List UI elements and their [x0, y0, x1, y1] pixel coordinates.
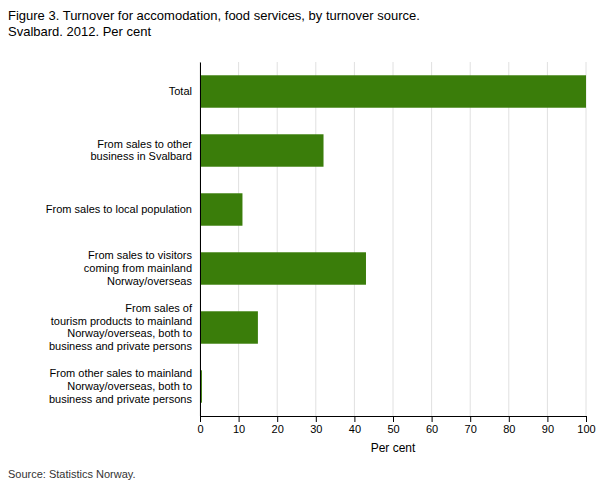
y-tick: Total — [169, 85, 200, 97]
y-tick-label: From sales to local population — [46, 203, 192, 215]
x-axis-line — [201, 417, 587, 423]
x-tick-label: 70 — [465, 423, 477, 435]
bar — [200, 252, 366, 284]
x-tick-label: 20 — [272, 423, 284, 435]
bar — [200, 134, 324, 166]
x-tick: 60 — [426, 416, 438, 435]
y-tick: From sales to otherbusiness in Svalbard — [90, 138, 200, 163]
y-axis: Total From sales to otherbusiness in Sval… — [46, 63, 201, 417]
x-tick: 30 — [310, 416, 322, 435]
y-tick: From sales to local population — [46, 203, 200, 215]
y-tick-label: Total — [169, 85, 192, 97]
x-tick-mark — [239, 416, 240, 422]
x-tick: 80 — [503, 416, 515, 435]
x-axis-title: Per cent — [371, 441, 416, 455]
y-tick-label: From sales to otherbusiness in Svalbard — [90, 138, 192, 163]
y-axis-line — [200, 63, 201, 417]
x-tick: 20 — [272, 416, 284, 435]
annotation: Source: Statistics Norway. — [8, 468, 136, 480]
bar — [200, 75, 586, 107]
grid-line — [277, 62, 278, 416]
x-tick-label: 40 — [349, 423, 361, 435]
plot: 0 10 20 30 40 50 60 70 80 90 100 Total From sales to… — [46, 62, 596, 455]
y-tick-label: From other sales to mainlandNorway/overs… — [49, 367, 193, 404]
x-tick-mark — [354, 416, 355, 422]
x-tick-label: 10 — [233, 423, 245, 435]
x-tick-label: 90 — [542, 423, 554, 435]
grid-line — [547, 62, 548, 416]
x-tick-label: 0 — [197, 423, 203, 435]
bar — [200, 193, 242, 225]
grid-line — [470, 62, 471, 416]
grid-line — [508, 62, 509, 416]
x-tick-mark — [277, 416, 278, 422]
x-tick-mark — [316, 416, 317, 422]
y-tick-label: From sales oftourism products to mainlan… — [49, 302, 193, 352]
y-tick-label: From sales to visitorscoming from mainla… — [84, 249, 193, 286]
x-tick-label: 30 — [310, 423, 322, 435]
x-tick-mark — [393, 416, 394, 422]
bars — [200, 75, 586, 402]
x-tick: 50 — [387, 416, 399, 435]
x-tick: 70 — [465, 416, 477, 435]
x-tick: 90 — [542, 416, 554, 435]
x-tick-mark — [432, 416, 433, 422]
bar — [200, 311, 258, 343]
grid-line — [431, 62, 432, 416]
grid — [200, 62, 586, 416]
grid-line — [238, 62, 239, 416]
x-tick-label: 100 — [577, 423, 595, 435]
x-tick-mark — [509, 416, 510, 422]
x-tick: 0 — [197, 416, 203, 435]
x-tick-label: 80 — [503, 423, 515, 435]
chart: Figure 3. Turnover for accomodation, foo… — [0, 0, 610, 488]
grid-line — [315, 62, 316, 416]
x-axis: 0 10 20 30 40 50 60 70 80 90 100 — [197, 416, 595, 435]
x-tick-label: 60 — [426, 423, 438, 435]
y-tick: From sales oftourism products to mainlan… — [49, 302, 200, 352]
x-tick-mark — [586, 416, 587, 422]
x-tick: 40 — [349, 416, 361, 435]
grid-line — [354, 62, 355, 416]
grid-line — [393, 62, 394, 416]
x-tick-mark — [200, 416, 201, 422]
x-tick: 100 — [577, 416, 595, 435]
x-tick-label: 50 — [387, 423, 399, 435]
x-tick: 10 — [233, 416, 245, 435]
y-tick: From sales to visitorscoming from mainla… — [84, 249, 200, 286]
y-tick: From other sales to mainlandNorway/overs… — [49, 367, 200, 404]
title: Figure 3. Turnover for accomodation, foo… — [8, 8, 420, 39]
grid-line — [200, 62, 201, 416]
x-tick-mark — [547, 416, 548, 422]
x-tick-mark — [470, 416, 471, 422]
grid-line — [586, 62, 587, 416]
